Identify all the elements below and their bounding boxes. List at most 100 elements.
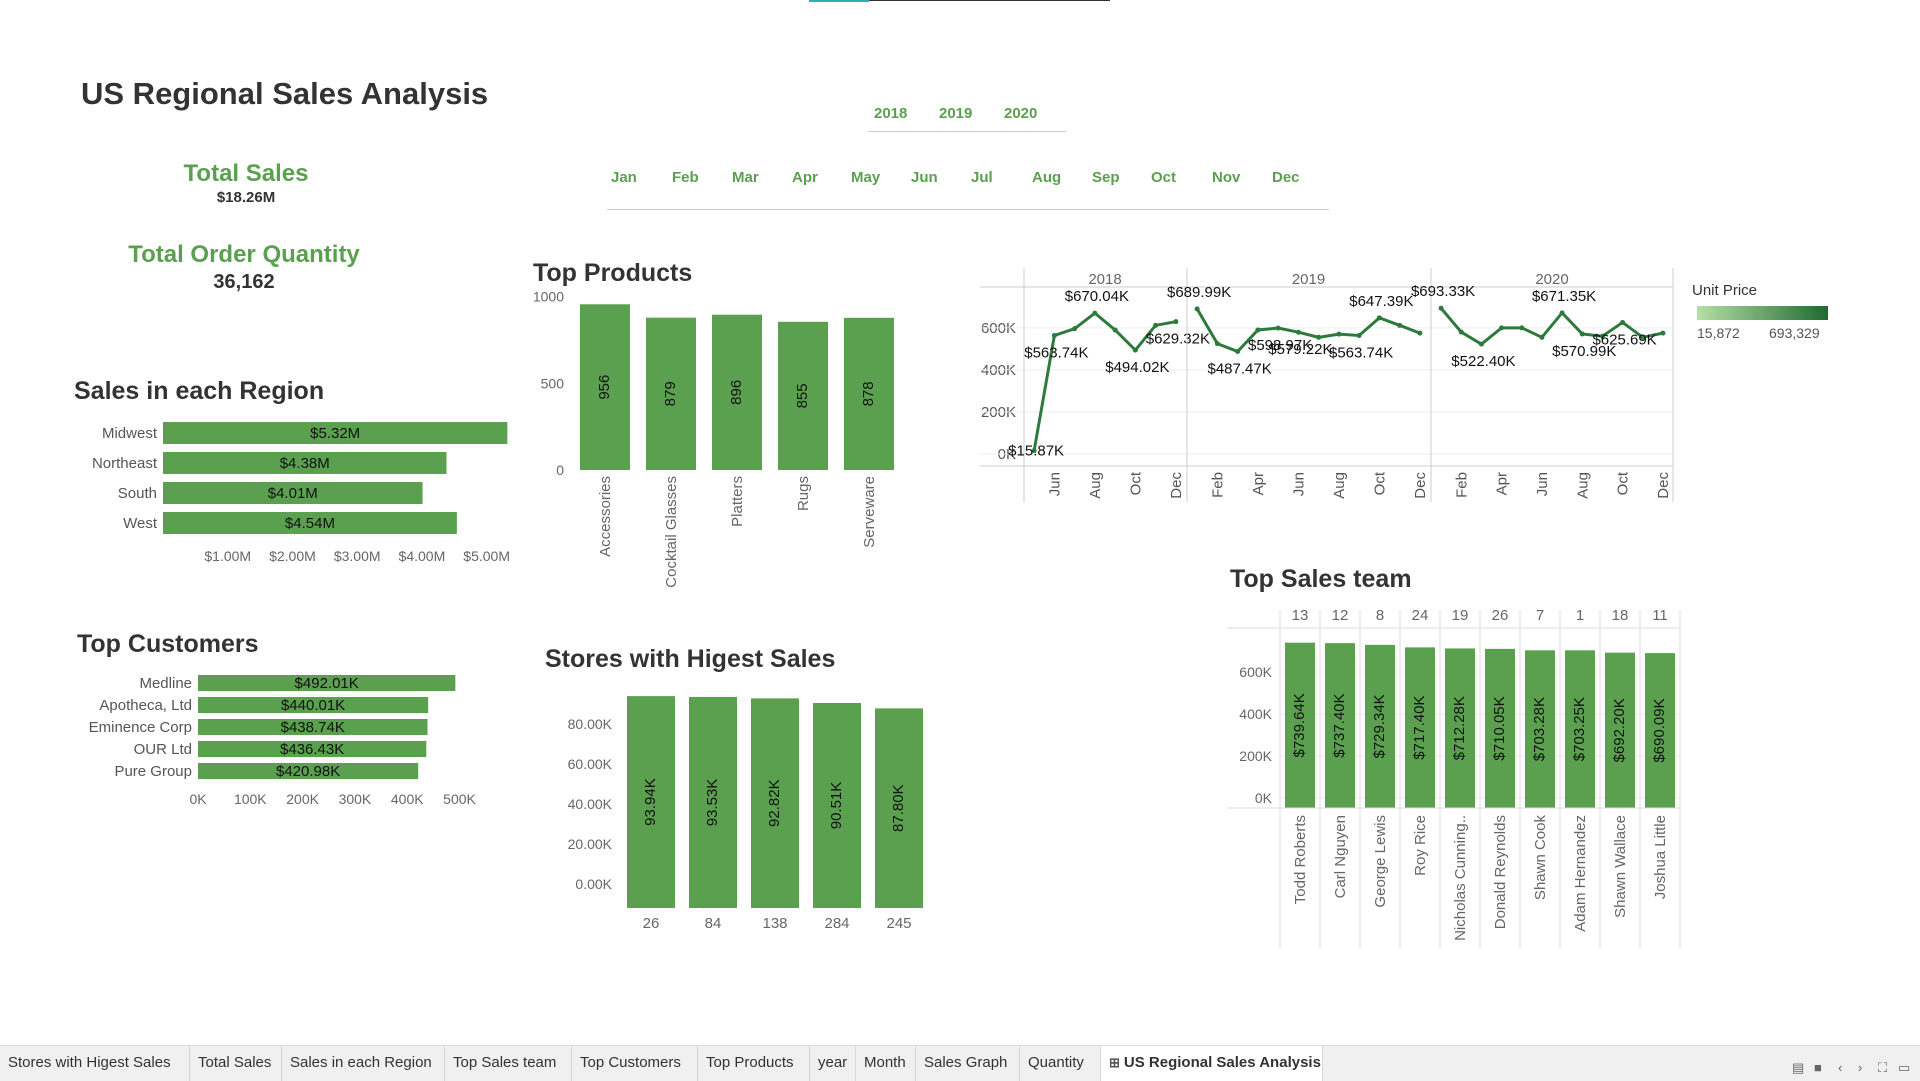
bar (1605, 652, 1635, 808)
tick-label: 400K (1239, 706, 1272, 722)
data-label: $436.43K (280, 741, 344, 758)
filter-month-may[interactable]: May (851, 169, 881, 186)
filter-month-jan[interactable]: Jan (611, 169, 637, 186)
tab-month[interactable]: Month (856, 1046, 916, 1081)
tick-label: Jun (1290, 472, 1307, 496)
data-label: $522.40K (1451, 353, 1515, 370)
data-point (1295, 329, 1301, 335)
filter-month-dec[interactable]: Dec (1272, 169, 1300, 186)
filter-month-jun[interactable]: Jun (911, 169, 938, 186)
data-label: $487.47K (1208, 361, 1272, 378)
tab-top-customers[interactable]: Top Customers (572, 1046, 698, 1081)
data-point (1376, 315, 1382, 321)
bar (198, 697, 429, 713)
filter-year-2018[interactable]: 2018 (874, 105, 908, 122)
data-label: $690.09K (1651, 698, 1668, 762)
filter-month-apr[interactable]: Apr (792, 169, 818, 186)
tab-stores-with-higest-sales[interactable]: Stores with Higest Sales (0, 1046, 190, 1081)
tick-label: Apr (1494, 472, 1511, 495)
data-point (1316, 334, 1322, 340)
filter-month-jul[interactable]: Jul (971, 169, 993, 186)
data-label: $710.05K (1491, 696, 1508, 760)
tick-label: 20.00K (568, 836, 613, 852)
tick-label: $4.00M (399, 548, 446, 564)
year-header: 2020 (1535, 271, 1568, 288)
filter-year-2020[interactable]: 2020 (1004, 105, 1038, 122)
bar (580, 304, 630, 470)
tick-label: Oct (1371, 471, 1388, 495)
total-order-quantity-label: Total Order Quantity (128, 241, 360, 268)
tab-year[interactable]: year (810, 1046, 856, 1081)
tab-sales-in-each-region[interactable]: Sales in each Region (282, 1046, 445, 1081)
data-label: $703.28K (1531, 697, 1548, 761)
header-label: 13 (1292, 607, 1309, 624)
tab-label: Top Products (706, 1054, 794, 1071)
data-label: 87.80K (890, 784, 907, 832)
filter-month-oct[interactable]: Oct (1151, 169, 1177, 186)
filter-month-feb[interactable]: Feb (672, 169, 699, 186)
tab-label: Sales in each Region (290, 1054, 432, 1071)
data-label: $4.54M (285, 515, 335, 532)
header-label: 11 (1652, 607, 1668, 624)
data-label: $712.28K (1451, 696, 1468, 760)
tab-label: Stores with Higest Sales (8, 1054, 171, 1071)
customers-section-title: Top Customers (77, 630, 259, 658)
filter-month-sep[interactable]: Sep (1092, 169, 1120, 186)
filter-year-2019[interactable]: 2019 (939, 105, 973, 122)
tick-label: Oct (1615, 471, 1632, 495)
tick-label: $2.00M (269, 548, 316, 564)
category-label: Medline (139, 675, 192, 692)
legend-color-ramp (1697, 306, 1828, 320)
category-label: Eminence Corp (89, 719, 192, 736)
tab-us-regional-sales-analysis[interactable]: ⊞ US Regional Sales Analysis (1101, 1046, 1323, 1081)
tick-label: 500 (541, 375, 565, 391)
bar (1445, 648, 1475, 808)
year-filter-divider (868, 131, 1066, 132)
top-indicator-line (869, 0, 1110, 1)
header-label: 7 (1536, 607, 1544, 624)
filter-month-aug[interactable]: Aug (1032, 169, 1062, 186)
year-header: 2019 (1292, 271, 1325, 288)
category-label: Adam Hernandez (1572, 815, 1589, 932)
tick-label: 0K (189, 791, 207, 807)
legend-min: 15,872 (1697, 325, 1740, 341)
tab-label: Top Customers (580, 1054, 681, 1071)
tick-label: 200K (286, 791, 319, 807)
month-filter-divider (607, 209, 1329, 210)
tick-label: Dec (1655, 472, 1672, 499)
total-sales-label: Total Sales (183, 160, 309, 187)
filter-month-mar[interactable]: Mar (732, 169, 759, 186)
data-label: 878 (860, 381, 877, 406)
show-filmstrip-icon[interactable]: ▤ (1792, 1060, 1805, 1075)
category-label: George Lewis (1372, 815, 1389, 908)
data-point (1620, 319, 1626, 325)
bar (689, 696, 737, 908)
data-point (1153, 322, 1159, 328)
tab-sales-graph[interactable]: Sales Graph (916, 1046, 1020, 1081)
sales-line (1195, 308, 1421, 354)
category-label: Serveware (861, 476, 878, 548)
presentation-icon[interactable]: ▭ (1898, 1060, 1911, 1075)
tab-quantity[interactable]: Quantity (1020, 1046, 1101, 1081)
tab-top-products[interactable]: Top Products (698, 1046, 810, 1081)
tick-label: 0.00K (575, 876, 612, 892)
prev-sheet-icon[interactable]: ‹ (1838, 1060, 1843, 1075)
data-label: $737.40K (1331, 693, 1348, 757)
bar (813, 702, 861, 908)
data-point (1092, 310, 1098, 316)
show-tabs-icon[interactable]: ■ (1814, 1060, 1822, 1075)
data-point (1499, 325, 1505, 331)
data-label: $647.39K (1349, 293, 1413, 310)
tab-label: Sales Graph (924, 1054, 1008, 1071)
filter-month-nov[interactable]: Nov (1212, 169, 1241, 186)
data-label: $579.22K (1268, 341, 1332, 358)
bar (1525, 650, 1555, 808)
data-point (1031, 448, 1037, 454)
next-sheet-icon[interactable]: › (1858, 1060, 1863, 1075)
data-label: $692.20K (1611, 698, 1628, 762)
tab-total-sales[interactable]: Total Sales (190, 1046, 282, 1081)
data-point (1599, 333, 1605, 339)
data-label: $625.69K (1592, 331, 1656, 348)
tab-top-sales-team[interactable]: Top Sales team (445, 1046, 572, 1081)
fullscreen-icon[interactable]: ⛶ (1878, 1060, 1888, 1075)
